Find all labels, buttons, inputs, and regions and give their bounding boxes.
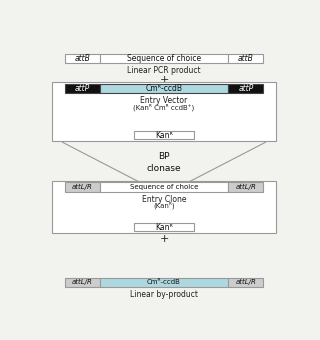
Text: Cmᴿ-ccdB: Cmᴿ-ccdB bbox=[146, 84, 182, 93]
Bar bbox=[100, 84, 228, 94]
Bar bbox=[65, 278, 100, 287]
Bar bbox=[100, 278, 228, 287]
Text: Sequence of choice: Sequence of choice bbox=[130, 184, 198, 190]
Text: Linear by-product: Linear by-product bbox=[130, 290, 198, 299]
Text: attL/R: attL/R bbox=[236, 279, 256, 286]
Text: attP: attP bbox=[75, 84, 90, 93]
Bar bbox=[52, 181, 276, 233]
Bar bbox=[100, 183, 228, 192]
Text: Entry Clone: Entry Clone bbox=[142, 195, 186, 204]
Text: Linear PCR product: Linear PCR product bbox=[127, 66, 201, 75]
Text: (Kanᴿ Cmᴿ ccdB⁺): (Kanᴿ Cmᴿ ccdB⁺) bbox=[133, 103, 195, 110]
Text: +: + bbox=[159, 234, 169, 244]
Bar bbox=[228, 183, 263, 192]
Text: +: + bbox=[159, 75, 169, 85]
Text: attL/R: attL/R bbox=[72, 184, 92, 190]
Text: BP
clonase: BP clonase bbox=[147, 152, 181, 173]
Text: Entry Vector: Entry Vector bbox=[140, 96, 188, 105]
Text: (Kanᴿ): (Kanᴿ) bbox=[153, 202, 175, 209]
Text: attB: attB bbox=[238, 54, 254, 63]
Text: attP: attP bbox=[238, 84, 253, 93]
Text: Kanᴿ: Kanᴿ bbox=[155, 131, 173, 140]
Bar bbox=[228, 54, 263, 63]
Bar bbox=[65, 84, 100, 94]
Bar bbox=[65, 183, 100, 192]
Bar bbox=[52, 82, 276, 141]
Text: attL/R: attL/R bbox=[72, 279, 92, 286]
Bar bbox=[65, 54, 100, 63]
Text: attL/R: attL/R bbox=[236, 184, 256, 190]
Text: Cmᴿ-ccdB: Cmᴿ-ccdB bbox=[147, 279, 181, 285]
Bar bbox=[134, 131, 194, 139]
Bar bbox=[228, 84, 263, 94]
Bar bbox=[228, 278, 263, 287]
Bar bbox=[134, 223, 194, 231]
Text: Sequence of choice: Sequence of choice bbox=[127, 54, 201, 63]
Bar bbox=[100, 54, 228, 63]
Text: attB: attB bbox=[74, 54, 90, 63]
Text: Kanᴿ: Kanᴿ bbox=[155, 223, 173, 232]
